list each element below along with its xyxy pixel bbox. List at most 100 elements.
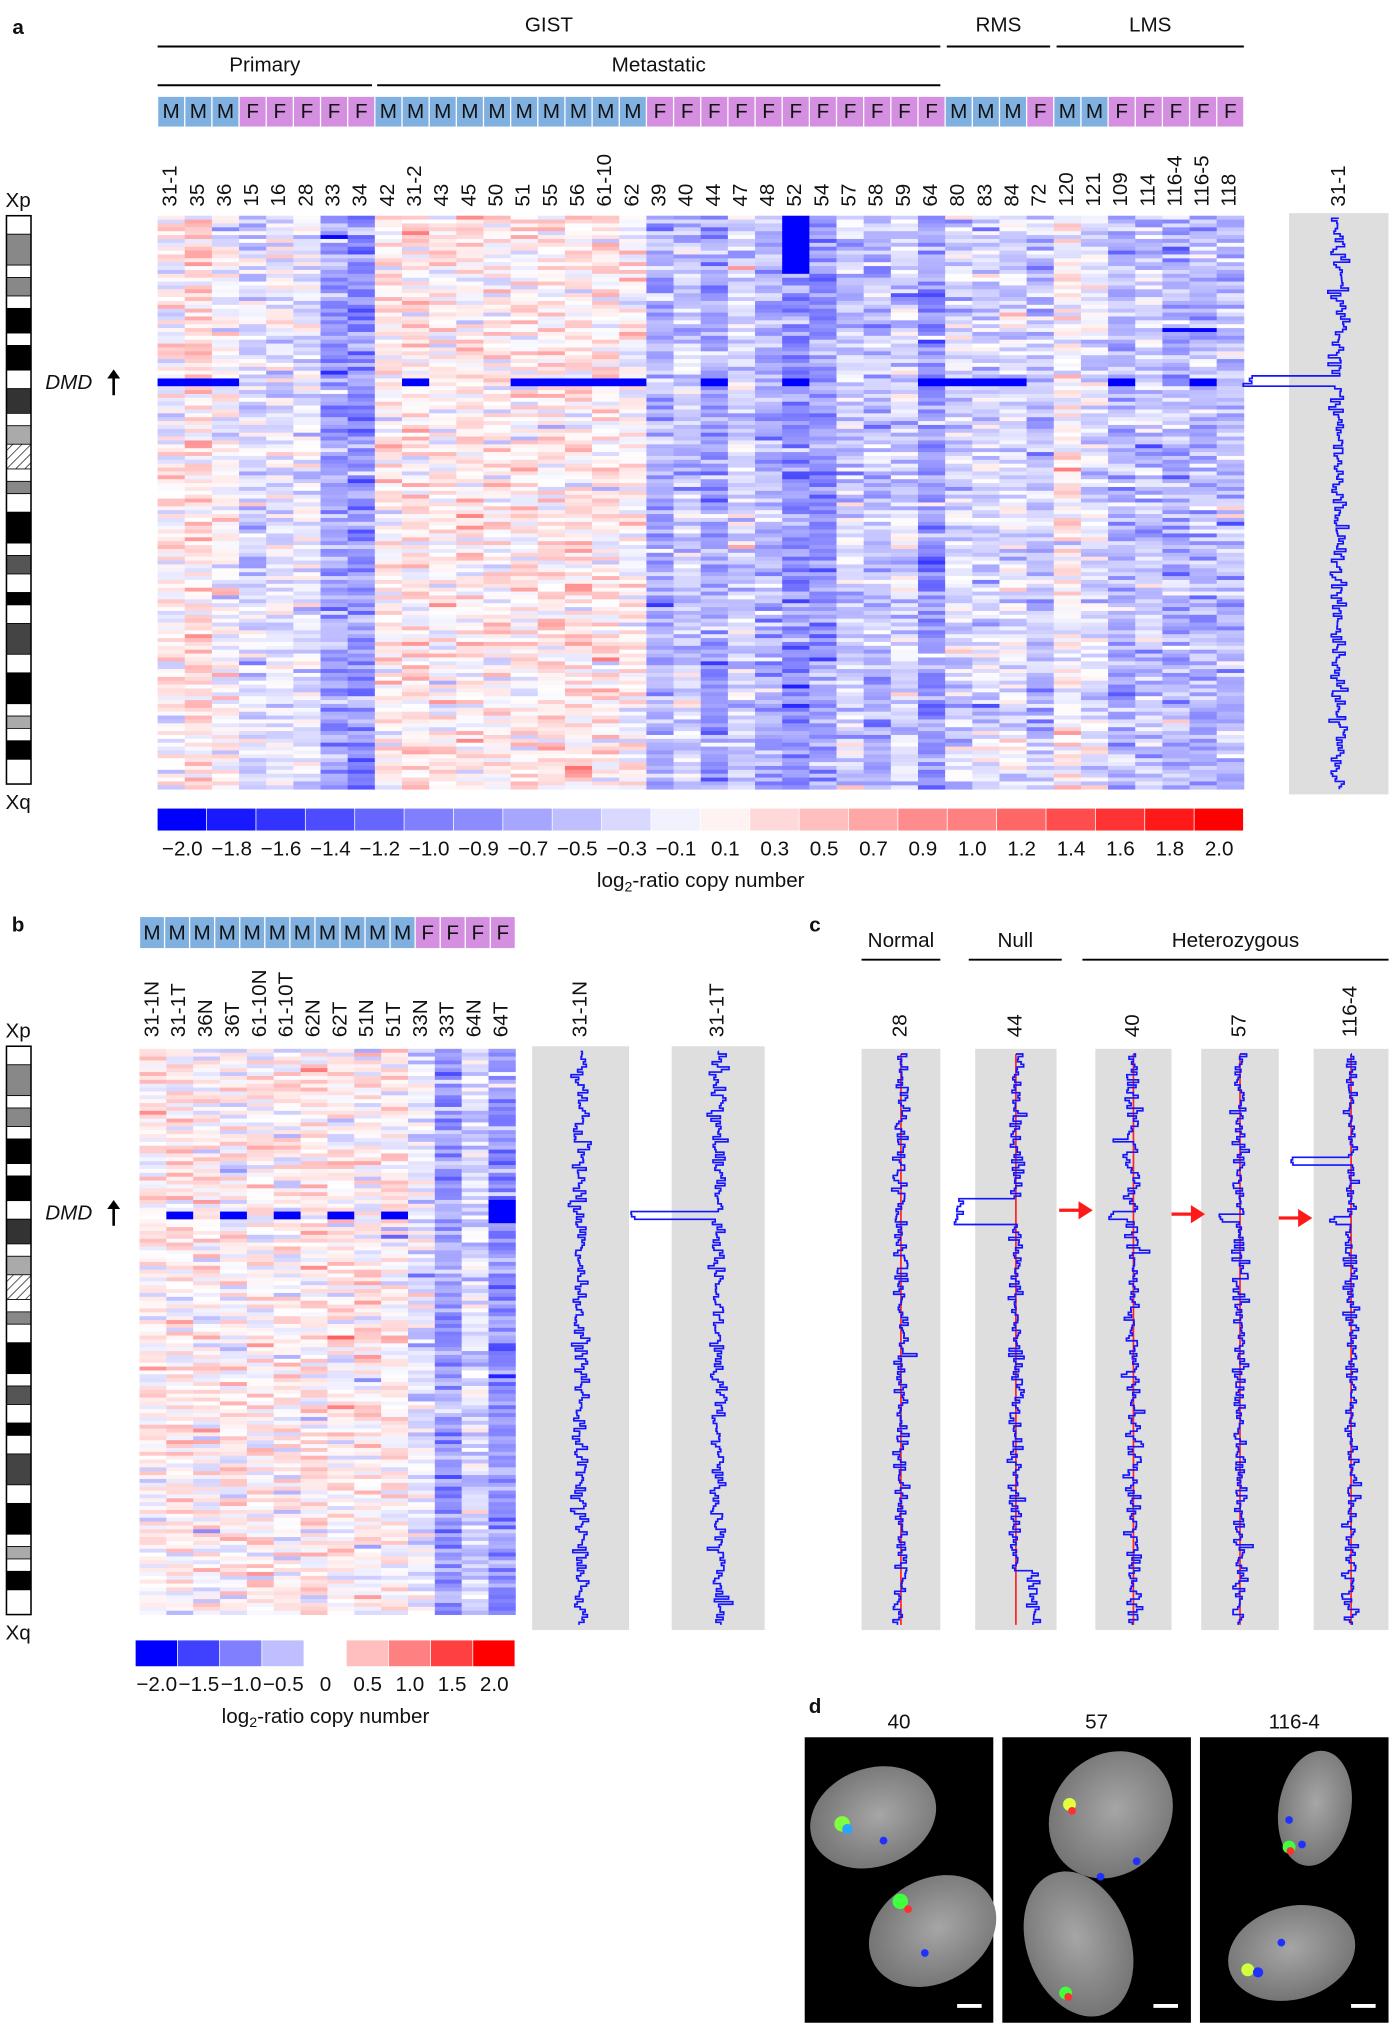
heatmap-cell: [782, 734, 810, 740]
heatmap-cell: [972, 777, 1000, 782]
heatmap-cell: [402, 626, 430, 631]
heatmap-cell: [483, 475, 512, 480]
heatmap-cell: [347, 684, 376, 689]
heatmap-cell: [863, 308, 892, 313]
heatmap-cell: [727, 676, 756, 682]
heatmap-cell: [863, 723, 892, 728]
heatmap-cell: [266, 285, 294, 290]
heatmap-cell: [157, 231, 186, 236]
heatmap-cell: [293, 258, 321, 263]
heatmap-cell: [537, 626, 566, 631]
heatmap-cell: [320, 610, 349, 616]
heatmap-cell: [836, 510, 865, 515]
heatmap-cell: [673, 572, 702, 577]
heatmap-cell: [863, 711, 892, 716]
heatmap-cell: [239, 506, 267, 511]
heatmap-cell: [890, 742, 919, 747]
heatmap-cell: [727, 696, 756, 701]
heatmap-cell: [809, 777, 837, 782]
heatmap-cell: [917, 258, 946, 263]
heatmap-cell: [917, 618, 946, 623]
heatmap-cell: [510, 758, 539, 763]
heatmap-cell: [999, 483, 1028, 488]
heatmap-cell: [700, 331, 729, 337]
heatmap-cell: [293, 583, 321, 589]
heatmap-cell: [809, 448, 837, 453]
heatmap-cell: [755, 374, 783, 379]
heatmap-cell: [673, 560, 702, 565]
heatmap-cell: [782, 297, 810, 302]
heatmap-cell: [592, 583, 620, 589]
heatmap-cell: [537, 614, 566, 620]
heatmap-cell: [184, 653, 213, 658]
heatmap-cell: [999, 665, 1028, 670]
heatmap-cell: [592, 324, 620, 329]
heatmap-cell: [347, 572, 376, 577]
heatmap-cell: [347, 715, 376, 720]
heatmap-cell: [945, 576, 973, 581]
heatmap-cell: [320, 490, 349, 496]
heatmap-cell: [564, 289, 593, 294]
heatmap-cell: [1026, 269, 1055, 275]
heatmap-cell: [402, 401, 430, 406]
heatmap-cell: [320, 297, 349, 302]
heatmap-cell: [727, 517, 756, 523]
heatmap-cell: [619, 688, 647, 693]
heatmap-cell: [836, 285, 865, 290]
heatmap-cell: [211, 339, 240, 344]
heatmap-cell: [646, 382, 674, 387]
heatmap-cell: [755, 703, 783, 709]
signal: [842, 1823, 853, 1835]
heatmap-cell: [972, 657, 1000, 662]
heatmap-cell: [809, 765, 837, 771]
heatmap-cell: [184, 529, 213, 534]
heatmap-cell: [619, 672, 647, 678]
heatmap-cell: [972, 304, 1000, 310]
heatmap-cell: [917, 750, 946, 755]
heatmap-cell: [917, 304, 946, 310]
heatmap-cell: [157, 424, 186, 430]
heatmap-cell: [510, 754, 539, 759]
heatmap-cell: [456, 393, 484, 399]
heatmap-cell: [1026, 498, 1055, 503]
heatmap-cell: [999, 316, 1028, 321]
heatmap-cell: [564, 703, 593, 709]
heatmap-cell: [700, 742, 729, 747]
heatmap-cell: [836, 324, 865, 329]
heatmap-cell: [537, 452, 566, 457]
heatmap-cell: [972, 560, 1000, 565]
heatmap-cell: [320, 266, 349, 271]
heatmap-cell: [890, 448, 919, 453]
heatmap-cell: [999, 250, 1028, 255]
heatmap-cell: [917, 572, 946, 577]
heatmap-cell: [456, 254, 484, 259]
heatmap-cell: [972, 576, 1000, 581]
heatmap-cell: [320, 560, 349, 565]
sex-label: M: [950, 100, 967, 123]
heatmap-cell: [945, 351, 973, 356]
heatmap-cell: [266, 587, 294, 592]
heatmap-cell: [1026, 405, 1055, 410]
heatmap-cell: [809, 634, 837, 639]
heatmap-cell: [184, 521, 213, 527]
heatmap-cell: [429, 719, 457, 724]
heatmap-cell: [809, 657, 837, 662]
heatmap-cell: [239, 304, 267, 310]
heatmap-cell: [809, 393, 837, 399]
heatmap-cell: [700, 300, 729, 306]
heatmap-cell: [863, 409, 892, 414]
heatmap-cell: [374, 258, 403, 263]
heatmap-cell: [510, 475, 539, 480]
heatmap-cell: [917, 731, 946, 736]
heatmap-cell: [619, 390, 647, 395]
heatmap-cell: [537, 754, 566, 759]
heatmap-cell: [917, 219, 946, 224]
heatmap-cell: [917, 610, 946, 616]
heatmap-cell: [890, 242, 919, 248]
heatmap-cell: [727, 417, 756, 422]
heatmap-cell: [863, 587, 892, 592]
heatmap-cell: [483, 781, 512, 786]
heatmap-cell: [293, 339, 321, 344]
heatmap-cell: [863, 293, 892, 298]
heatmap-cell: [700, 514, 729, 519]
